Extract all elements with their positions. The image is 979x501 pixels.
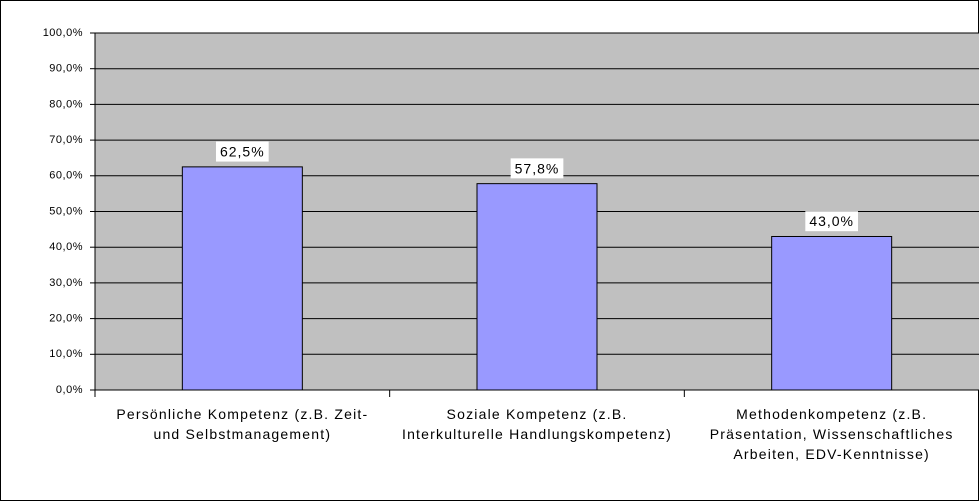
y-tick-label: 10,0%: [49, 348, 83, 360]
y-tick-label: 60,0%: [49, 170, 83, 182]
y-tick-label: 90,0%: [49, 63, 83, 75]
value-label: 57,8%: [515, 160, 560, 176]
value-label-box: [215, 141, 269, 162]
y-tick-label: 70,0%: [49, 134, 83, 146]
y-tick-label: 30,0%: [49, 277, 83, 289]
bar: [181, 166, 303, 391]
y-tick-label: 0,0%: [56, 384, 83, 396]
bar: [476, 183, 598, 391]
value-label: 62,5%: [220, 144, 265, 160]
y-tick-label: 20,0%: [49, 313, 83, 325]
value-label-box: [510, 158, 564, 179]
bar: [771, 235, 893, 391]
x-tick-label: Methodenkompetenz (z.B. Präsentation, Wi…: [709, 406, 954, 462]
x-tick-label: Persönliche Kompetenz (z.B. Zeit- und Se…: [116, 406, 369, 442]
y-tick-label: 50,0%: [49, 205, 83, 217]
y-tick-label: 40,0%: [49, 241, 83, 253]
value-label: 43,0%: [809, 213, 854, 229]
y-tick-label: 100,0%: [43, 27, 83, 39]
y-tick-label: 80,0%: [49, 98, 83, 110]
value-label-box: [805, 211, 859, 232]
x-tick-label: Soziale Kompetenz (z.B. Interkulturelle …: [401, 406, 672, 442]
